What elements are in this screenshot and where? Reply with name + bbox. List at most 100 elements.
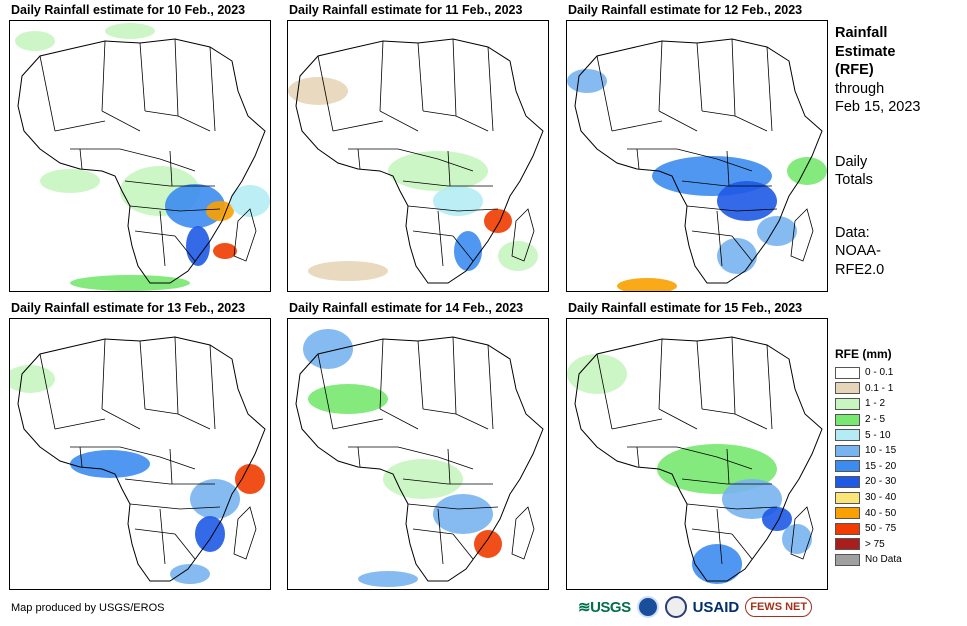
agency-logos: ≋USGS USAID FEWS NET bbox=[578, 594, 813, 620]
madagascar-outline bbox=[233, 506, 257, 560]
madagascar-outline bbox=[511, 506, 535, 560]
country-border bbox=[691, 528, 733, 535]
rainfall-area bbox=[213, 243, 237, 259]
country-border bbox=[596, 55, 613, 132]
rainfall-area bbox=[567, 354, 627, 394]
panel-title: Daily Rainfall estimate for 13 Feb., 202… bbox=[11, 301, 246, 315]
country-border bbox=[681, 180, 772, 187]
rainfall-area bbox=[288, 77, 348, 105]
country-border bbox=[658, 338, 663, 410]
country-border bbox=[101, 110, 141, 132]
legend-label: 40 - 50 bbox=[865, 507, 897, 519]
country-border bbox=[174, 38, 179, 117]
country-border bbox=[209, 46, 216, 132]
country-border bbox=[452, 38, 457, 117]
country-border bbox=[317, 55, 334, 132]
legend-swatch bbox=[835, 538, 860, 551]
legend-swatch bbox=[835, 491, 860, 504]
rainfall-area bbox=[206, 201, 234, 221]
country-border bbox=[731, 336, 736, 415]
country-border bbox=[731, 235, 753, 262]
legend-swatch bbox=[835, 444, 860, 457]
country-border bbox=[487, 46, 494, 132]
country-border bbox=[686, 503, 778, 510]
map-credit: Map produced by USGS/EROS bbox=[11, 602, 165, 614]
rainfall-map bbox=[566, 318, 828, 590]
country-border bbox=[681, 478, 772, 485]
rainfall-area bbox=[190, 479, 240, 519]
country-border bbox=[144, 110, 211, 132]
madagascar-outline bbox=[233, 208, 257, 262]
rainfall-map bbox=[287, 20, 549, 292]
map-info-sidebar: Rainfall Estimate (RFE) through Feb 15, … bbox=[835, 24, 960, 279]
africa-outline bbox=[295, 336, 544, 582]
legend-label: > 75 bbox=[865, 538, 885, 550]
country-border bbox=[437, 508, 444, 565]
country-border bbox=[317, 353, 334, 430]
country-border bbox=[452, 235, 474, 262]
sidebar-title-line: Rainfall bbox=[835, 25, 888, 41]
country-border bbox=[611, 418, 663, 430]
rainfall-area bbox=[186, 226, 210, 266]
legend-label: 30 - 40 bbox=[865, 492, 897, 504]
country-border bbox=[209, 344, 216, 430]
country-border bbox=[422, 408, 489, 430]
legend-item: 20 - 30 bbox=[835, 474, 960, 490]
country-border bbox=[726, 448, 730, 485]
sidebar-daily-label: Daily bbox=[835, 153, 868, 170]
rainfall-map bbox=[9, 318, 271, 590]
rainfall-area bbox=[474, 530, 502, 558]
country-border bbox=[658, 40, 663, 112]
country-border bbox=[159, 210, 166, 267]
country-border bbox=[139, 42, 146, 112]
country-border bbox=[716, 508, 723, 565]
rainfall-area bbox=[235, 464, 265, 494]
country-border bbox=[422, 110, 489, 132]
country-border bbox=[134, 528, 176, 535]
rainfall-area bbox=[757, 216, 797, 246]
legend-swatch bbox=[835, 460, 860, 473]
country-border bbox=[452, 533, 474, 560]
country-border bbox=[397, 446, 474, 470]
rainfall-panel-feb-10: Daily Rainfall estimate for 10 Feb., 202… bbox=[9, 3, 271, 293]
legend-title: RFE (mm) bbox=[835, 347, 892, 361]
country-border bbox=[596, 353, 613, 430]
panel-title: Daily Rainfall estimate for 11 Feb., 202… bbox=[289, 3, 523, 17]
country-border bbox=[417, 42, 424, 112]
country-border bbox=[407, 503, 499, 510]
country-border bbox=[124, 180, 215, 187]
country-border bbox=[676, 148, 753, 172]
legend-swatch bbox=[835, 382, 860, 395]
country-border bbox=[379, 40, 384, 112]
country-border bbox=[379, 110, 419, 132]
country-border bbox=[159, 508, 166, 565]
rainfall-area bbox=[762, 507, 792, 531]
sidebar-title-line: Estimate bbox=[835, 43, 896, 60]
rainfall-panel-feb-11: Daily Rainfall estimate for 11 Feb., 202… bbox=[287, 3, 549, 293]
legend-label: 10 - 15 bbox=[865, 445, 897, 457]
fews-net-logo: FEWS NET bbox=[745, 597, 813, 617]
rfe-legend: RFE (mm) 0 - 0.1 0.1 - 1 1 - 2 2 - 5 5 - 10 1… bbox=[835, 347, 960, 568]
country-border bbox=[731, 38, 736, 117]
country-border bbox=[79, 446, 83, 468]
country-border bbox=[766, 344, 773, 430]
country-border bbox=[79, 148, 83, 170]
country-border bbox=[412, 230, 454, 237]
africa-outline bbox=[574, 38, 823, 284]
country-border bbox=[139, 340, 146, 410]
rainfall-area bbox=[358, 571, 418, 587]
country-border bbox=[332, 418, 384, 430]
usgs-logo: ≋USGS bbox=[578, 599, 631, 616]
legend-swatch bbox=[835, 475, 860, 488]
country-border bbox=[134, 230, 176, 237]
country-border bbox=[101, 338, 106, 410]
sidebar-totals-label: Totals bbox=[835, 172, 873, 188]
rainfall-area bbox=[498, 241, 538, 271]
country-border bbox=[402, 180, 493, 187]
country-border bbox=[39, 55, 56, 132]
legend-label: 0.1 - 1 bbox=[865, 382, 894, 394]
rainfall-area bbox=[308, 261, 388, 281]
rainfall-area bbox=[195, 516, 225, 552]
rainfall-area bbox=[433, 494, 493, 534]
country-border bbox=[332, 120, 384, 132]
